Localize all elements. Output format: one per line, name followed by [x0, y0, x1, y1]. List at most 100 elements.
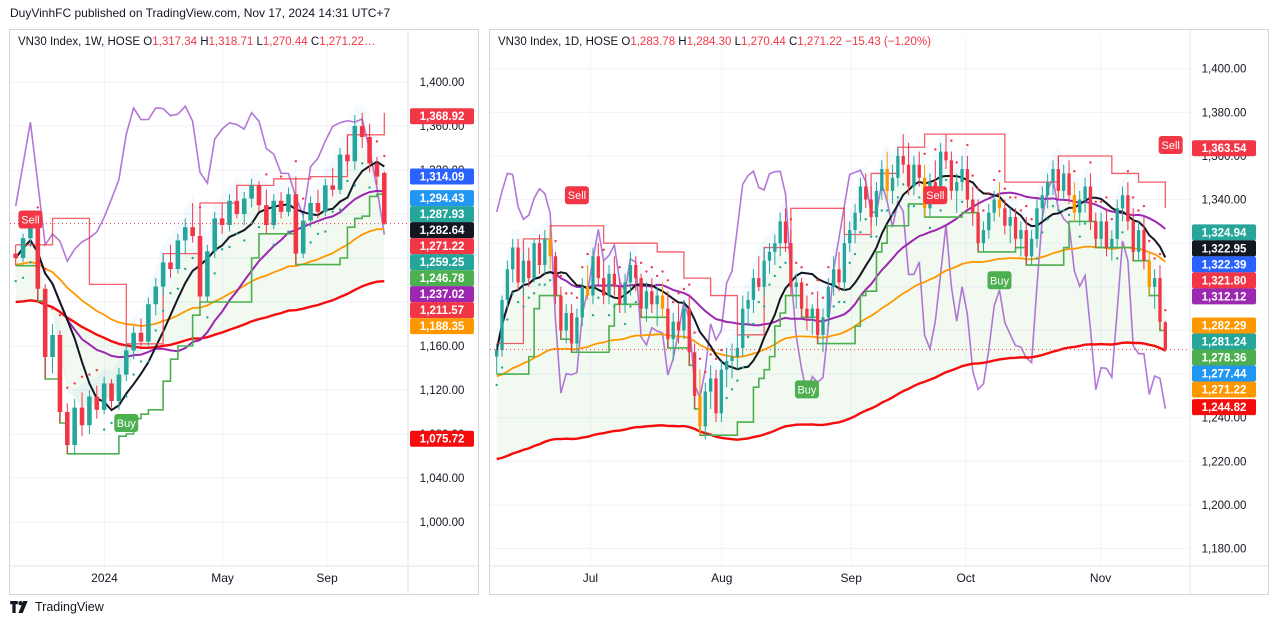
- candle-69: [864, 173, 868, 209]
- candle-61: [821, 308, 825, 353]
- candle-72: [880, 160, 884, 200]
- price-label-10: 1,271.22: [1192, 381, 1256, 398]
- sar-dot: [154, 329, 157, 332]
- candle-32: [249, 178, 254, 208]
- y-tick-label: 1,160.00: [420, 341, 465, 353]
- sar-dot: [693, 331, 696, 334]
- sar-dot: [132, 373, 135, 376]
- candle-9: [79, 392, 85, 437]
- sar-dot: [773, 274, 777, 278]
- price-label-text: 1,278.36: [1202, 352, 1247, 364]
- candle-body: [623, 282, 627, 305]
- sar-dot: [848, 261, 851, 265]
- sar-dot: [971, 174, 974, 177]
- candle-87: [960, 155, 964, 191]
- sar-dot: [875, 235, 878, 238]
- candle-22: [612, 256, 617, 296]
- candle-15: [575, 308, 579, 353]
- price-label-box: [410, 430, 474, 447]
- buy-signal-label: Buy: [990, 275, 1009, 287]
- buy-signal-1: Buy: [114, 414, 139, 432]
- candle-38: [293, 176, 299, 265]
- candle-body: [1110, 238, 1114, 248]
- candle-body: [101, 383, 107, 410]
- y-tick-label: 1,380.00: [1202, 107, 1247, 119]
- candle-41: [315, 189, 321, 219]
- price-label-box: [1192, 288, 1256, 305]
- candle-body: [1104, 221, 1109, 248]
- sar-dot: [36, 206, 40, 209]
- candle-body: [655, 295, 659, 305]
- candle-body: [960, 169, 964, 183]
- price-label-8: 1,237.02: [410, 286, 474, 303]
- price-label-text: 1,368.92: [420, 111, 465, 123]
- candle-body: [880, 169, 884, 191]
- price-label-text: 1,322.39: [1202, 259, 1247, 271]
- candle-96: [1008, 208, 1012, 244]
- sar-dot: [527, 296, 530, 299]
- sar-dot: [907, 204, 910, 208]
- candle-45: [345, 134, 350, 166]
- candle-body: [278, 200, 284, 212]
- sar-dot: [368, 186, 371, 189]
- daily-chart-panel[interactable]: Jul Aug Sep Oct Nov 1,180.00 1,200.00 1,220.00 1…: [489, 29, 1269, 595]
- candle-47: [746, 291, 750, 327]
- candle-46: [352, 115, 358, 170]
- candle-49: [757, 256, 761, 292]
- candle-44: [730, 343, 734, 379]
- sar-dot: [591, 313, 595, 317]
- price-label-box: [1192, 333, 1256, 350]
- sar-dot: [88, 373, 91, 376]
- price-label-0: 1,363.54: [1192, 140, 1256, 157]
- candle-12: [101, 376, 107, 415]
- sar-dot: [934, 148, 937, 151]
- sar-dot: [360, 162, 364, 165]
- sar-dot: [725, 396, 728, 400]
- candle-body: [682, 308, 686, 331]
- candle-5: [521, 251, 526, 296]
- sar-dot: [29, 261, 32, 264]
- candle-body: [94, 396, 100, 410]
- price-label-3: 1,322.39: [1192, 256, 1256, 273]
- sar-dot: [655, 274, 659, 278]
- sar-dot: [265, 173, 268, 176]
- candle-body: [249, 185, 254, 199]
- candle-body: [35, 225, 41, 289]
- candle-30: [655, 286, 659, 327]
- candle-70: [869, 186, 873, 226]
- sar-dot: [730, 388, 734, 391]
- weekly-chart-panel[interactable]: 2024MaySep1,000.001,040.001,080.001,120.…: [9, 29, 479, 595]
- candle-body: [190, 227, 195, 236]
- sar-dot: [1057, 209, 1060, 212]
- candle-body: [602, 278, 606, 296]
- candle-body: [197, 236, 203, 297]
- weekly-open: 1,317.34: [152, 36, 198, 48]
- price-label-text: 1,287.93: [420, 209, 465, 221]
- sell-signal-label: Sell: [568, 190, 586, 202]
- weekly-close-label: C: [310, 36, 320, 48]
- candle-body: [1062, 173, 1066, 191]
- candle-6: [57, 330, 63, 423]
- sar-dot: [506, 318, 509, 321]
- candle-body: [853, 212, 857, 231]
- sar-dot: [762, 305, 766, 308]
- buy-signal-1: Buy: [794, 380, 819, 399]
- candle-125: [1163, 321, 1167, 352]
- candle-90: [976, 199, 980, 252]
- candle-body: [1094, 221, 1098, 239]
- price-label-3: 1,287.93: [410, 206, 474, 223]
- candle-64: [837, 251, 841, 292]
- candle-18: [591, 247, 595, 305]
- candle-body: [955, 182, 959, 191]
- price-label-box: [410, 238, 474, 255]
- tradingview-footer[interactable]: TradingView: [10, 600, 104, 614]
- sar-dot: [21, 276, 25, 279]
- candle-50: [762, 247, 766, 296]
- price-label-text: 1,281.24: [1202, 336, 1247, 348]
- sar-dot: [752, 322, 755, 326]
- candle-body: [596, 256, 600, 279]
- sar-dot: [346, 179, 349, 183]
- sar-dot: [1132, 196, 1135, 199]
- candle-body: [896, 155, 900, 178]
- candle-body: [1008, 217, 1012, 226]
